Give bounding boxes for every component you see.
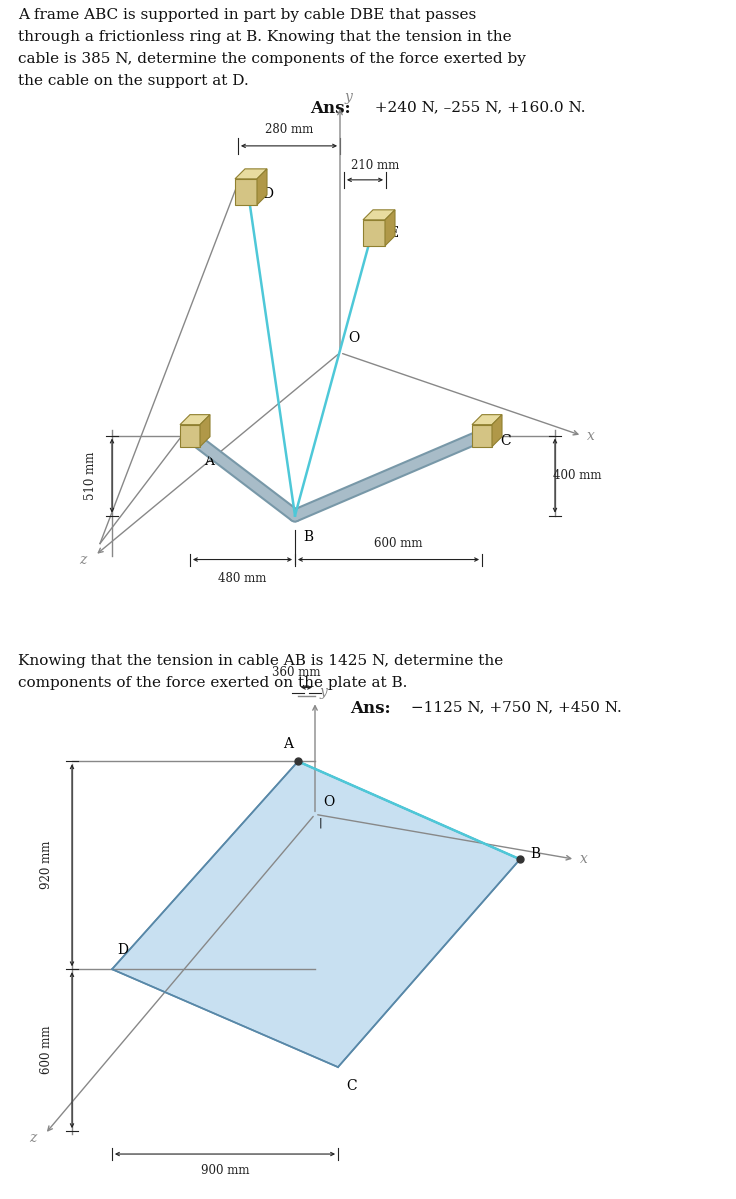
Text: 920 mm: 920 mm — [40, 840, 54, 890]
Text: B: B — [530, 848, 540, 861]
Polygon shape — [112, 761, 520, 1067]
Polygon shape — [472, 424, 492, 446]
Polygon shape — [363, 219, 385, 246]
Text: C: C — [346, 1079, 357, 1093]
Text: components of the force exerted on the plate at B.: components of the force exerted on the p… — [18, 676, 407, 691]
Text: A frame ABC is supported in part by cable DBE that passes: A frame ABC is supported in part by cabl… — [18, 8, 476, 22]
Text: 360 mm: 360 mm — [272, 667, 321, 680]
Text: O: O — [323, 795, 334, 809]
Text: the cable on the support at D.: the cable on the support at D. — [18, 74, 249, 88]
Text: Ans:: Ans: — [310, 100, 350, 118]
Text: 510 mm: 510 mm — [83, 451, 96, 500]
Text: 480 mm: 480 mm — [219, 572, 266, 585]
Text: cable is 385 N, determine the components of the force exerted by: cable is 385 N, determine the components… — [18, 52, 526, 66]
Text: y: y — [345, 90, 353, 104]
Text: x: x — [580, 852, 588, 867]
Text: 400 mm: 400 mm — [553, 469, 601, 482]
Polygon shape — [363, 210, 395, 219]
Text: +240 N, –255 N, +160.0 N.: +240 N, –255 N, +160.0 N. — [365, 100, 586, 114]
Polygon shape — [235, 179, 257, 205]
Text: Ans:: Ans: — [350, 700, 391, 717]
Polygon shape — [180, 415, 210, 424]
Text: C: C — [500, 434, 511, 447]
Text: 600 mm: 600 mm — [374, 536, 422, 549]
Text: O: O — [348, 331, 359, 345]
Text: 600 mm: 600 mm — [40, 1026, 54, 1074]
Polygon shape — [385, 210, 395, 246]
Polygon shape — [235, 169, 267, 179]
Text: D: D — [262, 187, 273, 201]
Polygon shape — [180, 424, 200, 446]
Text: z: z — [29, 1131, 36, 1145]
Text: z: z — [79, 553, 86, 567]
Text: −1125 N, +750 N, +450 N.: −1125 N, +750 N, +450 N. — [406, 700, 622, 715]
Text: |: | — [319, 818, 322, 827]
Text: A: A — [283, 737, 293, 752]
Polygon shape — [492, 415, 502, 446]
Text: A: A — [204, 453, 214, 468]
Text: 210 mm: 210 mm — [351, 158, 399, 171]
Polygon shape — [472, 415, 502, 424]
Polygon shape — [200, 415, 210, 446]
Text: E: E — [388, 225, 398, 240]
Text: 280 mm: 280 mm — [265, 122, 313, 135]
Text: B: B — [303, 530, 313, 543]
Text: y: y — [320, 686, 328, 699]
Text: Knowing that the tension in cable AB is 1425 N, determine the: Knowing that the tension in cable AB is … — [18, 655, 503, 669]
Text: D: D — [117, 944, 128, 957]
Text: x: x — [587, 428, 595, 442]
Text: through a frictionless ring at B. Knowing that the tension in the: through a frictionless ring at B. Knowin… — [18, 30, 512, 44]
Polygon shape — [257, 169, 267, 205]
Text: 900 mm: 900 mm — [201, 1164, 250, 1177]
